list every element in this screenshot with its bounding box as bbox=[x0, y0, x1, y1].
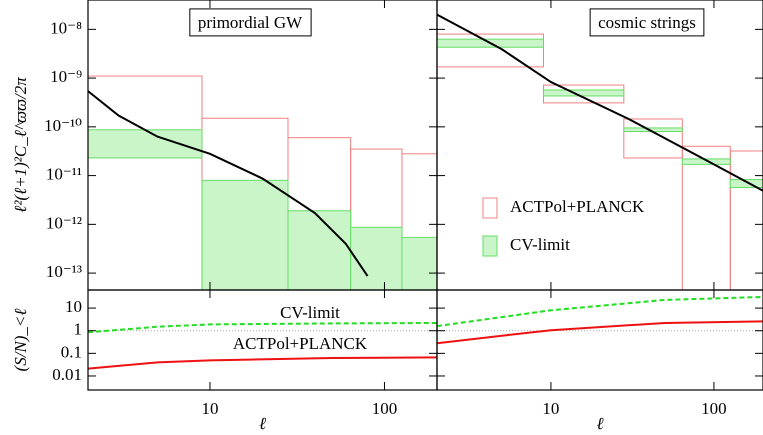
plot-area bbox=[88, 75, 437, 290]
series-line bbox=[437, 320, 763, 345]
bin-box bbox=[729, 150, 763, 290]
bin-box bbox=[729, 179, 763, 188]
y-axis-title: (S/N)_<ℓ bbox=[11, 309, 30, 372]
series-label: CV-limit bbox=[280, 303, 340, 322]
plot-area bbox=[437, 295, 763, 345]
bin-box bbox=[681, 145, 731, 290]
panel: 10 100 ℓ bbox=[436, 289, 763, 433]
bin-box bbox=[623, 118, 683, 159]
x-axis-title: ℓ bbox=[596, 414, 603, 433]
y-tick-label: 10⁻¹¹ bbox=[46, 165, 82, 184]
curve bbox=[437, 13, 763, 192]
plot-area bbox=[437, 13, 763, 290]
panel-title: cosmic strings bbox=[598, 13, 696, 32]
bin-box bbox=[88, 129, 203, 159]
y-tick-label: 0.1 bbox=[61, 342, 82, 361]
bin-box bbox=[681, 158, 731, 165]
x-tick-label: 100 bbox=[372, 399, 398, 418]
y-tick-label: 10⁻⁸ bbox=[50, 18, 82, 37]
y-tick-label: 10⁻¹² bbox=[46, 213, 82, 232]
frame bbox=[436, 289, 763, 391]
series-line bbox=[88, 356, 437, 370]
title-box bbox=[189, 8, 312, 37]
bin-box bbox=[287, 210, 352, 290]
x-tick-label: 10 bbox=[201, 399, 218, 418]
y-tick-label: 0.01 bbox=[52, 365, 82, 384]
x-axis-title: ℓ bbox=[259, 414, 266, 433]
x-tick-label: 10 bbox=[542, 399, 559, 418]
x-tick-label: 100 bbox=[701, 399, 727, 418]
series-line bbox=[88, 321, 437, 334]
bin-box bbox=[350, 226, 403, 290]
bin-box bbox=[401, 153, 437, 290]
legend-swatch bbox=[482, 197, 498, 219]
legend-label: ACTPol+PLANCK bbox=[510, 197, 645, 216]
y-tick-label: 10 bbox=[65, 297, 82, 316]
bin-box bbox=[88, 75, 203, 290]
plot-area bbox=[88, 321, 437, 370]
y-tick-label: 10⁻⁹ bbox=[50, 67, 82, 86]
bin-box bbox=[401, 236, 437, 290]
panel-title: primordial GW bbox=[198, 13, 303, 32]
y-tick-label: 1 bbox=[74, 320, 83, 339]
panel: cosmic strings ACTPol+PLANCK CV-limit bbox=[436, 0, 763, 291]
panel: CV-limit ACTPol+PLANCK 10 1 0.1 0.01 10 100 ℓ (S/… bbox=[11, 289, 438, 433]
bin-box bbox=[201, 179, 289, 290]
title-box bbox=[589, 8, 705, 37]
legend-label: CV-limit bbox=[510, 235, 570, 254]
y-axis-title: ℓ²(ℓ+1)²C_ℓ^ϖϖ/2π bbox=[11, 77, 30, 213]
y-tick-label: 10⁻¹⁰ bbox=[44, 116, 82, 135]
bin-box bbox=[437, 33, 544, 68]
panel: primordial GW 10⁻⁸ 10⁻⁹ 10⁻¹⁰ 10⁻¹¹ 10⁻¹² 10⁻¹… bbox=[11, 0, 438, 291]
series-label: ACTPol+PLANCK bbox=[233, 334, 368, 353]
curve bbox=[88, 90, 369, 277]
bin-box bbox=[542, 89, 625, 97]
legend-swatch bbox=[482, 235, 498, 257]
series-line bbox=[437, 295, 763, 328]
y-tick-label: 10⁻¹³ bbox=[46, 262, 82, 281]
